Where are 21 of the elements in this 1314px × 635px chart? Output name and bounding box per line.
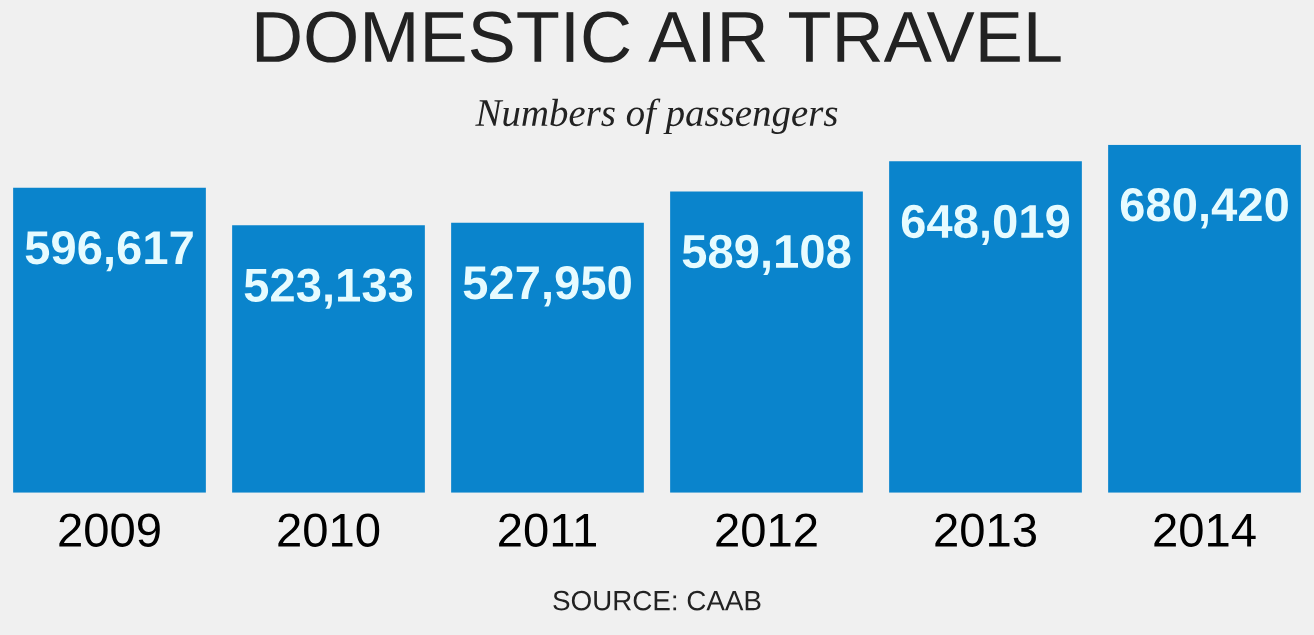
x-tick-label: 2013 bbox=[935, 513, 1036, 547]
bar bbox=[889, 161, 1082, 493]
data-label: 680,420 bbox=[1120, 188, 1288, 229]
chart-subtitle: Numbers of passengers bbox=[475, 98, 838, 135]
x-tick-label: 2012 bbox=[716, 513, 817, 547]
x-tick-label: 2014 bbox=[1154, 513, 1256, 547]
source-note: SOURCE: CAAB bbox=[553, 590, 761, 611]
data-label: 523,133 bbox=[244, 268, 413, 309]
x-tick-label: 2009 bbox=[59, 513, 160, 547]
data-label: 527,950 bbox=[463, 266, 631, 307]
bar bbox=[13, 187, 206, 493]
bar bbox=[670, 191, 863, 493]
bar bbox=[451, 222, 644, 493]
x-tick-label: 2010 bbox=[278, 513, 380, 547]
bar bbox=[1108, 144, 1301, 493]
data-label: 589,108 bbox=[682, 234, 851, 276]
data-label: 648,019 bbox=[901, 204, 1070, 245]
bar bbox=[232, 225, 425, 493]
x-tick-label: 2011 bbox=[499, 513, 596, 547]
chart-title: DOMESTIC AIR TRAVEL bbox=[256, 11, 1061, 63]
data-label: 596,617 bbox=[25, 230, 193, 272]
